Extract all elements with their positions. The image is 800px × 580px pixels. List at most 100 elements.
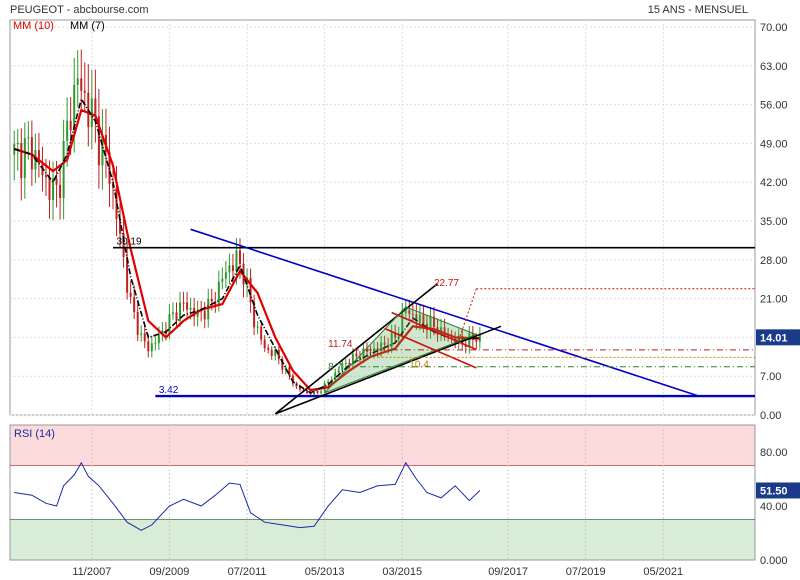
candle-body (94, 98, 97, 117)
chart-period: 15 ANS - MENSUEL (647, 4, 748, 16)
candle-body (380, 342, 383, 351)
candle-body (207, 298, 210, 320)
candle-body (284, 367, 287, 370)
annotation-30-19: 30.19 (117, 237, 142, 248)
candle-body (161, 330, 164, 335)
candle-body (238, 250, 241, 264)
candle-body (157, 334, 160, 344)
y-tick-label: 28.00 (760, 255, 788, 267)
x-tick-label: 11/2007 (72, 566, 111, 578)
candle-body (295, 383, 298, 387)
candle-body (140, 333, 143, 335)
chart-title: PEUGEOT - abcbourse.com (10, 4, 149, 16)
candle-body (429, 316, 432, 331)
candle-body (298, 386, 301, 390)
candle-body (369, 351, 372, 353)
x-tick-label: 07/2019 (566, 566, 606, 578)
candle-body (376, 348, 379, 351)
y-tick-label: 21.00 (760, 294, 788, 306)
rsi-last-badge (756, 482, 800, 499)
y-tick-label: 35.00 (760, 216, 788, 228)
candle-body (23, 138, 26, 179)
candle-body (351, 353, 354, 365)
main-panel (9, 19, 756, 416)
candle-body (101, 135, 104, 166)
candle-body (397, 334, 400, 338)
candle-body (20, 143, 23, 179)
candle-body (168, 314, 171, 334)
legend-ma10: MM (10) (13, 20, 54, 32)
candle-body (147, 341, 150, 352)
candle-body (133, 296, 136, 312)
candle-body (288, 367, 291, 376)
candle-body (263, 339, 266, 349)
rsi-panel (9, 424, 756, 561)
candle-body (217, 281, 220, 306)
candle-body (415, 314, 418, 322)
candle-body (69, 120, 72, 131)
candle-body (344, 363, 347, 365)
candle-body (37, 150, 40, 164)
candle-body (256, 326, 259, 328)
candle-body (475, 339, 478, 342)
rsi-y-tick-label: 80.00 (760, 447, 788, 459)
candle-body (171, 312, 174, 315)
rsi-y-tick-label: 40.00 (760, 501, 788, 513)
x-tick-label: 05/2013 (305, 566, 345, 578)
candle-body (52, 178, 55, 201)
candle-body (126, 256, 129, 293)
rsi-overbought-band (10, 425, 755, 466)
candle-body (59, 184, 62, 198)
candle-body (48, 177, 51, 201)
candle-body (210, 298, 213, 302)
candle-body (231, 265, 234, 272)
y-tick-label: 56.00 (760, 100, 788, 112)
candle-body (150, 343, 153, 352)
candle-body (341, 363, 344, 371)
candle-body (291, 375, 294, 384)
candle-body (355, 353, 358, 357)
candle-body (316, 391, 319, 393)
candle-body (179, 302, 182, 321)
candle-body (182, 302, 185, 304)
candle-body (302, 389, 305, 391)
candle-body (337, 370, 340, 373)
candle-body (306, 390, 309, 393)
rsi-line (14, 461, 481, 531)
candle-body (203, 311, 206, 320)
candle-body (73, 84, 76, 131)
candle-body (320, 391, 323, 393)
last-price-value: 14.01 (760, 332, 788, 344)
ma10-line (13, 108, 480, 392)
rsi-last-value: 51.50 (760, 485, 788, 497)
candle-body (221, 278, 224, 282)
x-tick-label: 09/2017 (488, 566, 528, 578)
candle-body (119, 218, 122, 234)
x-tick-label: 03/2015 (382, 566, 422, 578)
y-tick-label: 7.00 (760, 371, 781, 383)
candle-body (277, 349, 280, 360)
candle-body (281, 359, 284, 370)
candle-body (362, 348, 365, 360)
rsi-oversold-band (10, 519, 755, 560)
wedge-lower-line (274, 325, 502, 415)
candle-body (66, 120, 69, 141)
candle-body (80, 78, 83, 91)
candle-body (235, 250, 238, 272)
candle-body (16, 143, 19, 145)
candle-body (401, 312, 404, 335)
candle-body (83, 90, 86, 93)
candle-body (44, 175, 47, 178)
candle-body (143, 333, 146, 342)
candle-body (214, 301, 217, 306)
candle-body (253, 302, 256, 328)
triangle-zone (324, 306, 478, 394)
candle-body (274, 349, 277, 356)
candle-body (129, 292, 132, 297)
y-tick-label: 63.00 (760, 61, 788, 73)
last-price-badge (756, 329, 800, 346)
candle-body (334, 372, 337, 380)
candle-body (422, 314, 425, 324)
candle-body (115, 187, 118, 219)
wedge-upper-line (274, 283, 439, 415)
